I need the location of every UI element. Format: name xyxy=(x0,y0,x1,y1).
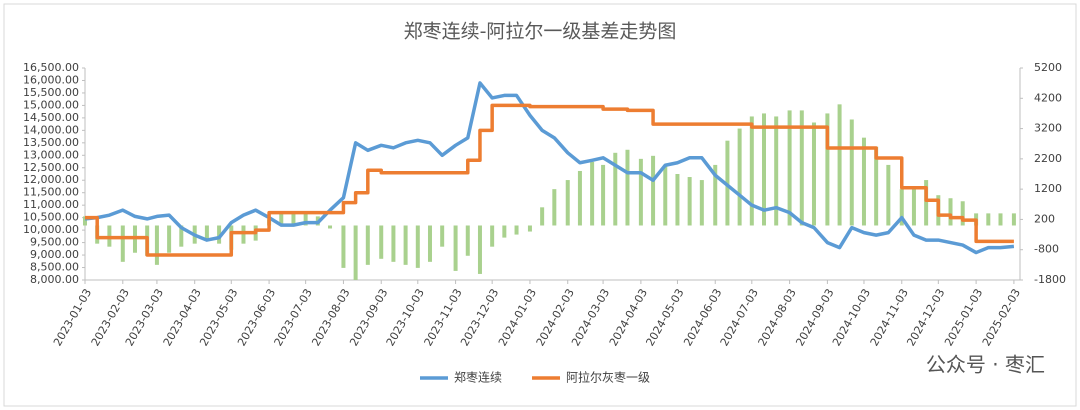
y-tick-label: 12,500.00 xyxy=(23,161,79,174)
y-tick-label: 8,500.00 xyxy=(30,261,79,274)
y-tick-label: 9,500.00 xyxy=(30,236,79,249)
bar xyxy=(799,110,804,226)
bar xyxy=(675,174,680,226)
bar xyxy=(899,189,904,226)
legend-label: 阿拉尔灰枣一级 xyxy=(566,370,650,385)
y-tick-label: 12,000.00 xyxy=(23,173,79,186)
y2-tick-label: 2200 xyxy=(1034,152,1062,165)
bar xyxy=(601,164,606,226)
bar xyxy=(83,216,87,226)
bar xyxy=(663,164,668,226)
bar xyxy=(465,225,470,256)
bar xyxy=(291,213,296,226)
bar xyxy=(154,225,159,265)
bar xyxy=(552,189,557,226)
bar xyxy=(279,213,284,226)
bar xyxy=(415,225,420,268)
bar xyxy=(565,180,570,226)
bar xyxy=(749,116,754,226)
y2-tick-label: 1200 xyxy=(1034,182,1062,195)
bar xyxy=(341,225,346,268)
bar xyxy=(687,177,692,226)
bar xyxy=(613,152,618,226)
bar xyxy=(427,225,432,262)
y-tick-label: 14,500.00 xyxy=(23,111,79,124)
bar xyxy=(998,213,1003,226)
bar xyxy=(948,198,953,226)
y-tick-label: 8,000.00 xyxy=(30,273,79,286)
bar xyxy=(217,225,222,244)
chart-frame xyxy=(3,3,1077,407)
bar xyxy=(514,225,519,235)
y2-tick-label: 4200 xyxy=(1034,91,1062,104)
y2-tick-label: 5200 xyxy=(1034,61,1062,74)
y-tick-label: 10,500.00 xyxy=(23,211,79,224)
bar xyxy=(440,225,445,247)
bar xyxy=(874,146,879,226)
bar xyxy=(179,225,184,247)
bar xyxy=(403,225,408,265)
bar xyxy=(391,225,396,262)
y-tick-label: 10,000.00 xyxy=(23,223,79,236)
bar xyxy=(787,110,792,226)
y2-tick-label: 200 xyxy=(1034,212,1055,225)
y-tick-label: 14,000.00 xyxy=(23,123,79,136)
y-tick-label: 16,000.00 xyxy=(23,73,79,86)
y-tick-label: 15,500.00 xyxy=(23,86,79,99)
bar xyxy=(120,225,125,262)
bar xyxy=(837,104,842,226)
bar xyxy=(651,155,656,226)
bar xyxy=(502,225,507,238)
y2-tick-label: -1800 xyxy=(1034,273,1066,286)
bar xyxy=(490,225,495,247)
bar xyxy=(737,128,742,226)
bar xyxy=(577,170,582,226)
y-tick-label: 11,000.00 xyxy=(23,198,79,211)
y2-tick-label: -800 xyxy=(1034,243,1059,256)
bar xyxy=(353,225,358,280)
bar xyxy=(861,137,866,226)
bar xyxy=(762,113,767,226)
bar xyxy=(911,189,916,226)
bar xyxy=(986,213,991,226)
bar xyxy=(699,180,704,226)
bar xyxy=(477,225,482,274)
bar xyxy=(638,158,643,226)
legend-label: 郑枣连续 xyxy=(454,370,502,385)
y-tick-label: 11,500.00 xyxy=(23,186,79,199)
bar xyxy=(453,225,458,271)
y-tick-label: 16,500.00 xyxy=(23,61,79,74)
bar xyxy=(625,149,630,226)
bar xyxy=(774,116,779,226)
line xyxy=(84,81,1015,255)
bar xyxy=(167,225,172,253)
bar xyxy=(379,225,384,259)
bar xyxy=(1011,213,1016,226)
bar xyxy=(527,225,532,232)
bar xyxy=(849,119,854,226)
y-tick-label: 9,000.00 xyxy=(30,248,79,261)
bar xyxy=(825,113,830,226)
bar xyxy=(811,122,816,226)
y2-tick-label: 3200 xyxy=(1034,122,1062,135)
bar xyxy=(590,161,595,226)
bar xyxy=(303,213,308,226)
watermark: 公众号 · 枣汇 xyxy=(926,353,1045,377)
bar xyxy=(713,164,718,226)
y-tick-label: 13,500.00 xyxy=(23,136,79,149)
bar xyxy=(241,225,246,244)
y-tick-label: 15,000.00 xyxy=(23,98,79,111)
bar xyxy=(540,207,545,226)
bar xyxy=(960,201,965,226)
line xyxy=(85,103,1014,257)
bar xyxy=(886,164,891,226)
bar xyxy=(365,225,370,265)
bar xyxy=(204,225,209,241)
bar xyxy=(924,180,929,226)
bar xyxy=(328,225,333,229)
chart-title: 郑枣连续-阿拉尔一级基差走势图 xyxy=(404,21,677,43)
y-tick-label: 13,000.00 xyxy=(23,148,79,161)
